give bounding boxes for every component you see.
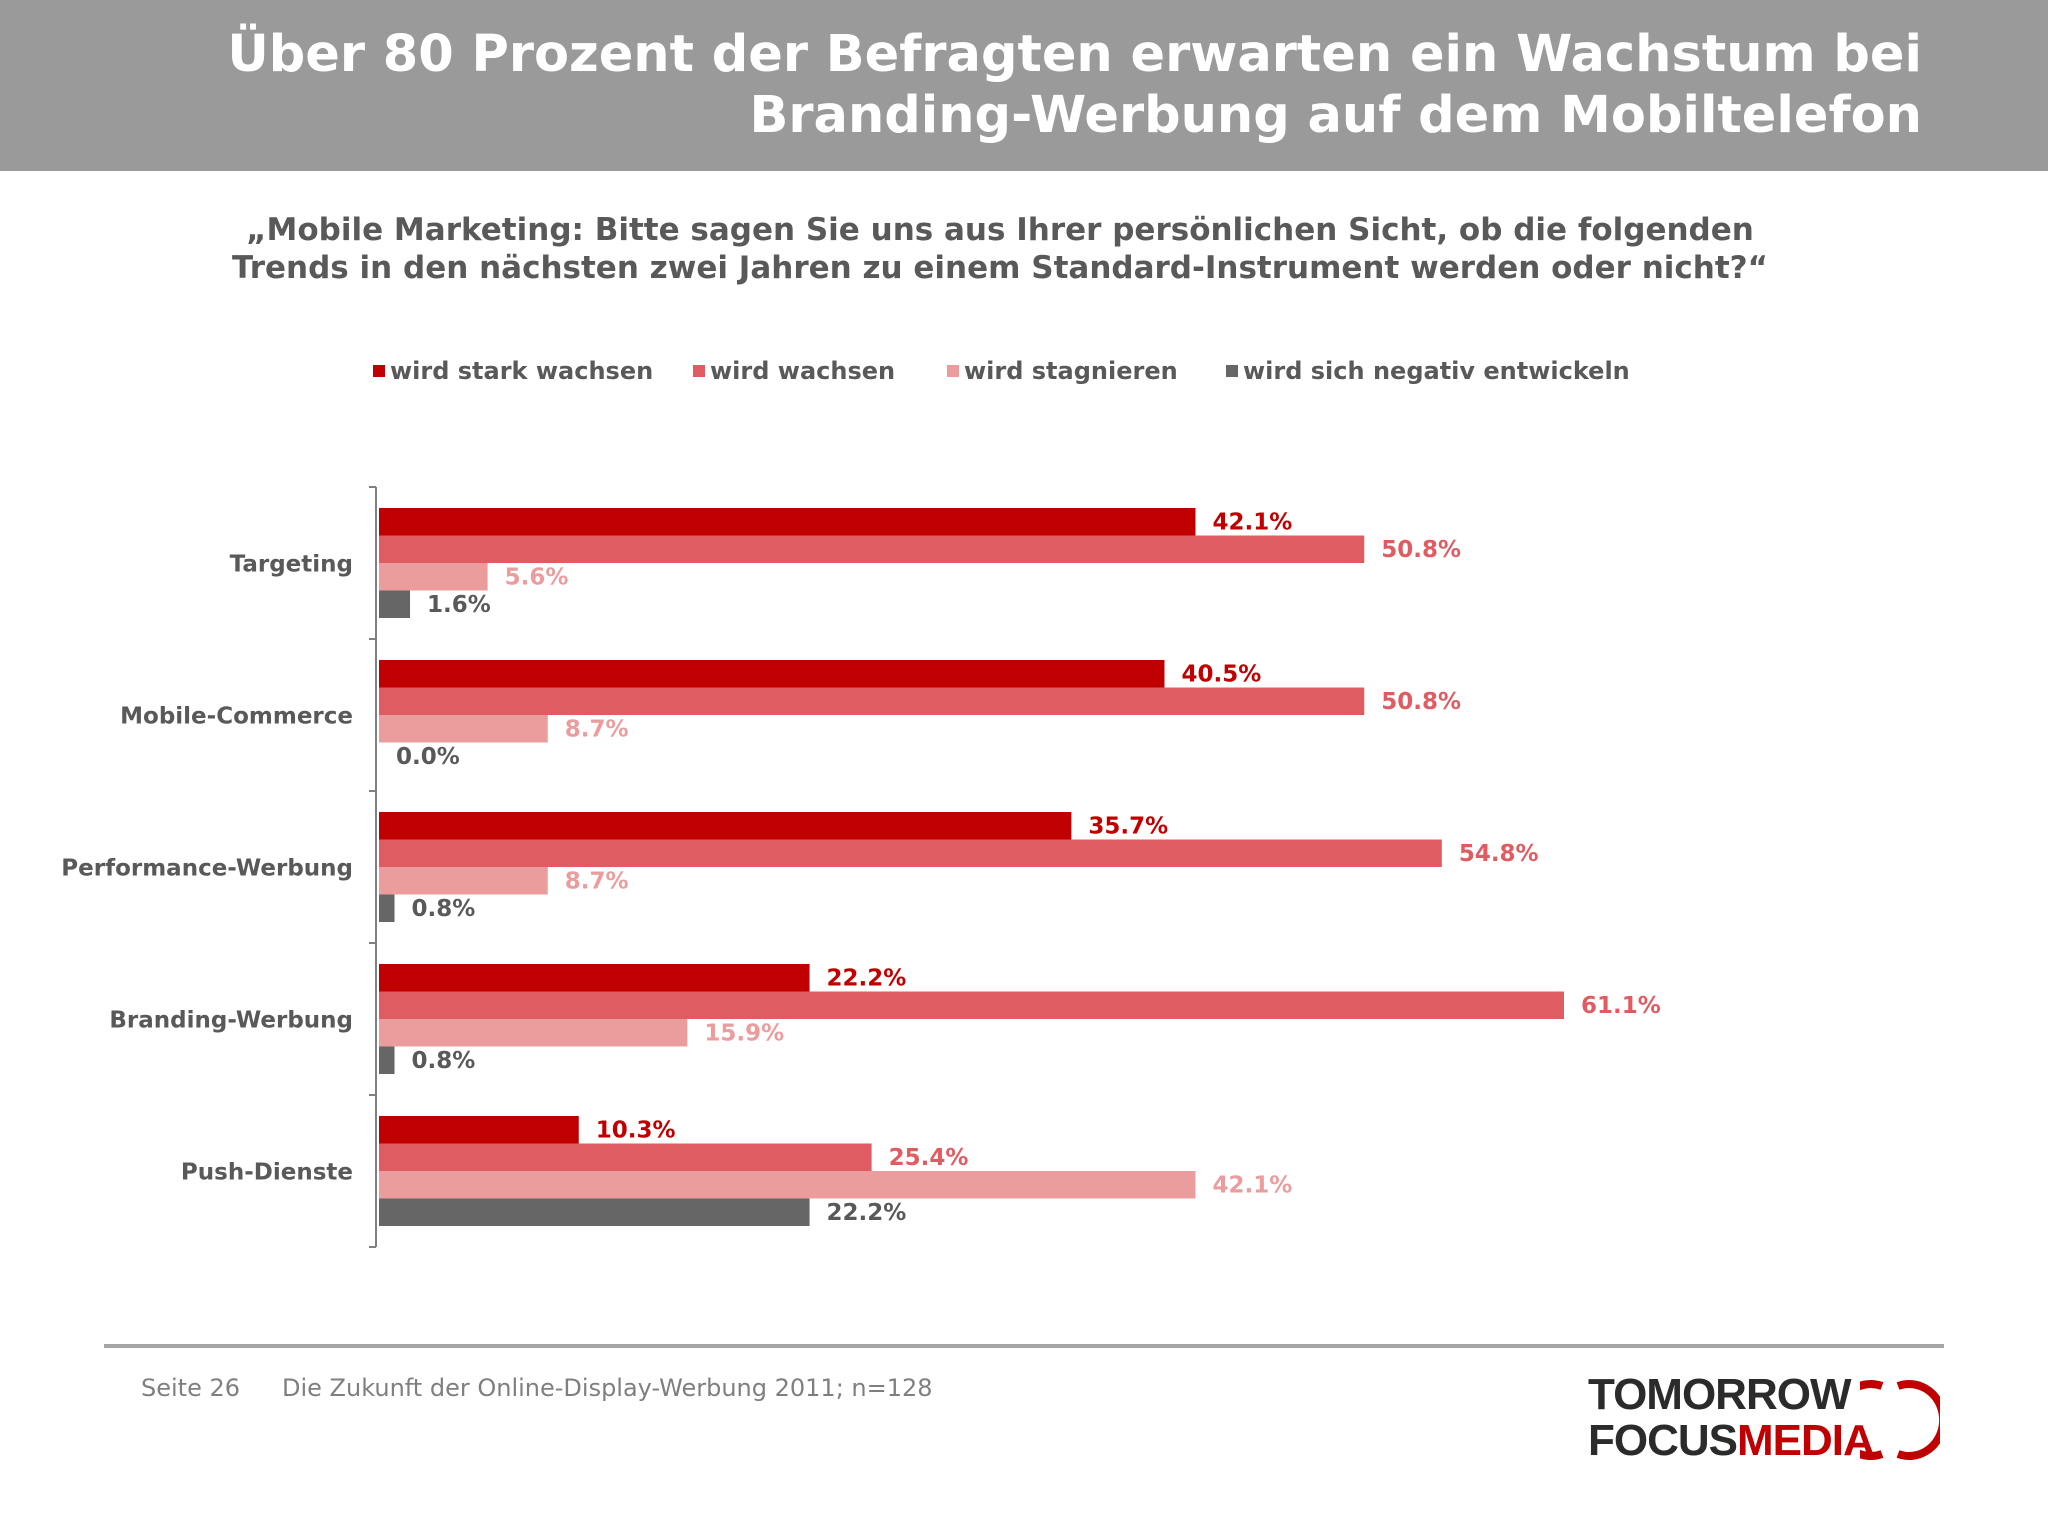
page-title-line1: Über 80 Prozent der Befragten erwarten e… (227, 25, 1922, 84)
legend-item-wird-sich-negativ-entwickeln: wird sich negativ entwickeln (1226, 356, 1630, 386)
data-label: 0.8% (412, 896, 476, 922)
data-label: 22.2% (827, 1200, 907, 1226)
legend-swatch (373, 365, 385, 377)
logo-text-media: MEDIA (1737, 1416, 1875, 1465)
page-number: Seite 26 (141, 1374, 241, 1402)
bar-0-3 (379, 964, 810, 992)
bar-chart: Targeting 42.1% 50.8% 5.6% 1.6% Mobile-Commer… (61, 486, 1661, 1248)
header-bar: Über 80 Prozent der Befragten erwarten e… (0, 0, 2048, 171)
bar-2-3 (379, 1019, 688, 1047)
data-label: 42.1% (1213, 509, 1293, 535)
bar-2-0 (379, 563, 488, 591)
data-label: 40.5% (1181, 661, 1261, 687)
logo-text-focus: FOCUS (1588, 1416, 1738, 1465)
bar-2-4 (379, 1171, 1196, 1199)
page-title: Über 80 Prozent der Befragten erwarten e… (227, 24, 1922, 146)
legend-swatch (947, 365, 959, 377)
data-label: 25.4% (889, 1145, 969, 1171)
data-label: 5.6% (505, 564, 569, 590)
category-label: Performance-Werbung (61, 856, 353, 882)
category-label: Mobile-Commerce (120, 704, 353, 730)
bar-0-0 (379, 508, 1196, 536)
bar-0-2 (379, 812, 1072, 840)
legend-label: wird stark wachsen (390, 357, 654, 385)
data-label: 1.6% (427, 592, 491, 618)
bar-3-4 (379, 1198, 810, 1226)
data-label: 10.3% (596, 1117, 676, 1143)
legend-item-wird-stark-wachsen: wird stark wachsen (373, 356, 653, 386)
legend-item-wird-wachsen: wird wachsen (693, 356, 895, 386)
logo-text-line2: FOCUSMEDIA (1588, 1416, 1875, 1466)
bar-0-4 (379, 1116, 579, 1144)
survey-question: „Mobile Marketing: Bitte sagen Sie uns a… (0, 211, 2000, 287)
bar-3-2 (379, 894, 395, 922)
logo-ring-icon (1860, 1380, 1940, 1460)
bar-1-2 (379, 839, 1442, 867)
logo-text-line1: TOMORROW (1588, 1370, 1851, 1419)
bar-2-2 (379, 867, 548, 895)
legend-label: wird wachsen (710, 357, 896, 385)
data-label: 42.1% (1213, 1172, 1293, 1198)
legend-label: wird stagnieren (964, 357, 1178, 385)
survey-question-line1: „Mobile Marketing: Bitte sagen Sie uns a… (246, 212, 1754, 248)
data-label: 15.9% (704, 1020, 784, 1046)
legend-label: wird sich negativ entwickeln (1243, 357, 1630, 385)
data-label: 0.0% (396, 744, 460, 770)
page-title-line2: Branding-Werbung auf dem Mobiltelefon (749, 86, 1922, 145)
category-label: Push-Dienste (181, 1160, 353, 1186)
category-label: Branding-Werbung (109, 1008, 353, 1034)
data-label: 8.7% (565, 716, 629, 742)
data-label: 35.7% (1088, 813, 1168, 839)
data-label: 50.8% (1381, 537, 1461, 563)
bar-3-3 (379, 1046, 395, 1074)
bar-1-4 (379, 1143, 872, 1171)
data-label: 50.8% (1381, 689, 1461, 715)
legend-item-wird-stagnieren: wird stagnieren (947, 356, 1178, 386)
source-note: Die Zukunft der Online-Display-Werbung 2… (282, 1374, 933, 1402)
footer-divider (104, 1344, 1944, 1348)
data-label: 61.1% (1581, 993, 1661, 1019)
data-label: 0.8% (412, 1048, 476, 1074)
bar-1-3 (379, 991, 1564, 1019)
bar-0-1 (379, 660, 1165, 688)
data-label: 8.7% (565, 868, 629, 894)
data-label: 54.8% (1459, 841, 1539, 867)
survey-question-line2: Trends in den nächsten zwei Jahren zu ei… (231, 250, 1769, 286)
legend-swatch (1226, 365, 1238, 377)
company-logo: TOMORROW FOCUSMEDIA (1588, 1370, 1948, 1480)
data-label: 22.2% (827, 965, 907, 991)
bar-2-1 (379, 715, 548, 743)
bar-3-0 (379, 590, 411, 618)
bar-1-1 (379, 687, 1365, 715)
category-label: Targeting (230, 552, 353, 578)
legend-swatch (693, 365, 705, 377)
bar-1-0 (379, 535, 1365, 563)
